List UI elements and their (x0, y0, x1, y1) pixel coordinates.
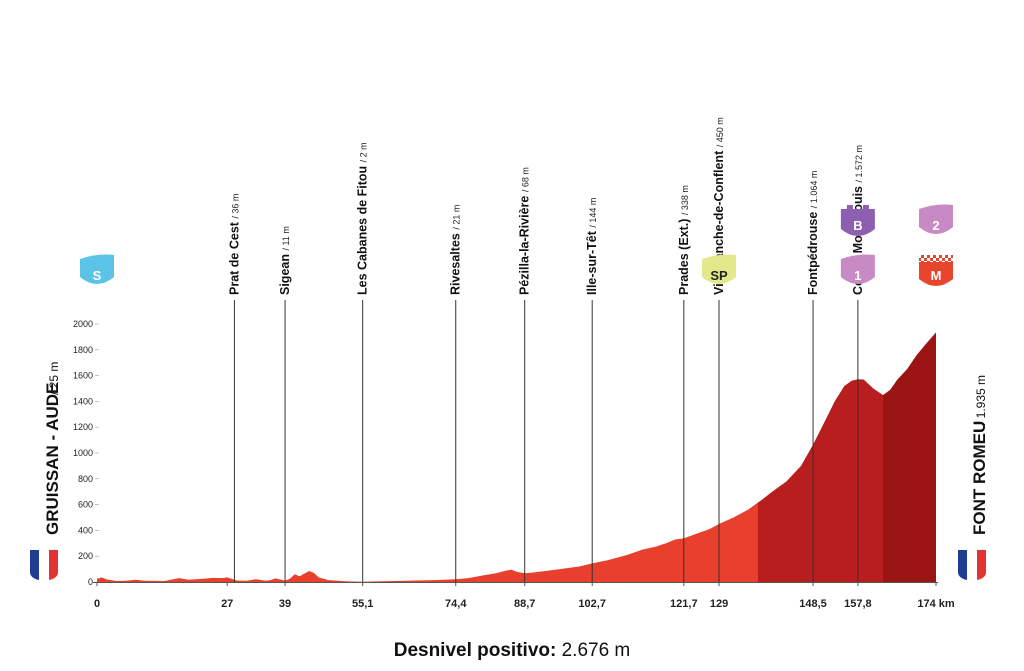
km-label: 74,4 (445, 598, 467, 610)
waypoint-label: Fontpédrouse / 1.064 m (806, 171, 820, 295)
km-label: 88,7 (514, 598, 535, 610)
badge-label: SP (710, 268, 728, 283)
badge-sp: SP (702, 254, 737, 284)
km-label: 148,5 (799, 598, 827, 610)
y-tick-label: 1200 (73, 422, 93, 432)
waypoint-label: Ille-sur-Têt / 144 m (585, 198, 599, 295)
km-label: 0 (94, 598, 100, 610)
y-tick-label: 1000 (73, 448, 93, 458)
waypoint-altitude: / 338 m (680, 185, 690, 215)
km-label: 157,8 (844, 598, 872, 610)
start-name: GRUISSAN - AUDE (43, 383, 62, 535)
waypoint-label: Prades (Ext.) / 338 m (677, 185, 691, 295)
badge-label: S (93, 268, 102, 283)
y-axis: 0 200 400 600 800 1000 1200 1400 1600 1800 2000 (73, 319, 99, 587)
elevation-gain-label: Desnivel positivo: (393, 640, 557, 661)
km-label: 121,7 (670, 598, 698, 610)
badge-m: M (919, 255, 953, 286)
y-tick-label: 2000 (73, 319, 93, 329)
waypoint-label: Rivesaltes / 21 m (449, 205, 463, 295)
waypoint-altitude: / 1.572 m (854, 145, 864, 183)
france-flag-icon (30, 550, 58, 580)
badge-label: 1 (854, 268, 861, 283)
finish-block: FONT ROMEU / 1.935 m (958, 375, 989, 580)
waypoint-altitude: / 36 m (230, 194, 240, 219)
y-tick-label: 800 (78, 474, 93, 484)
waypoint-name: Fontpédrouse (806, 208, 820, 295)
y-tick-label: 400 (78, 525, 93, 535)
y-tick-label: 600 (78, 500, 93, 510)
km-label: 55,1 (352, 598, 373, 610)
finish-altitude: / 1.935 m (974, 375, 988, 425)
waypoint-name: Ille-sur-Têt (585, 228, 599, 295)
badge-label: 2 (932, 218, 939, 233)
profile-zone (97, 332, 758, 582)
y-tick-label: 0 (88, 577, 93, 587)
waypoint-label: Prat de Cest / 36 m (227, 194, 241, 295)
km-label: 174 km (917, 598, 955, 610)
waypoint-name: Rivesaltes (449, 230, 463, 295)
km-label: 102,7 (578, 598, 606, 610)
y-tick-label: 1600 (73, 371, 93, 381)
waypoint-name: Les Cabanes de Fitou (356, 162, 370, 295)
waypoint-altitude: / 21 m (452, 205, 462, 230)
km-axis: 0 27 39 55,1 74,4 88,7 102,7 121,7 129 148,5 157,8… (94, 582, 955, 610)
badge-2: 2 (919, 204, 953, 234)
category-badges: S SP B 1 2 M (80, 204, 953, 286)
france-flag-icon (958, 550, 986, 580)
waypoint-name: Prat de Cest (227, 219, 241, 295)
waypoint-name: Pézilla-la-Rivière (518, 192, 532, 295)
waypoint-name: Prades (Ext.) (677, 215, 691, 295)
profile-zone (757, 332, 883, 582)
badge-label: B (853, 218, 862, 233)
waypoint-altitude: / 2 m (359, 142, 369, 162)
waypoint-label: Les Cabanes de Fitou / 2 m (356, 142, 370, 295)
waypoint-altitude: / 11 m (281, 226, 291, 250)
y-tick-label: 1800 (73, 345, 93, 355)
waypoint-name: Sigean (278, 251, 292, 295)
profile-zones (97, 332, 936, 582)
waypoint-altitude: / 450 m (715, 117, 725, 147)
start-altitude: / 25 m (47, 362, 61, 395)
waypoint-altitude: / 68 m (521, 167, 531, 192)
waypoint-altitude: / 1.064 m (809, 171, 819, 209)
badge-b: B (840, 205, 875, 236)
km-label: 27 (221, 598, 233, 610)
badge-label: M (931, 268, 942, 283)
elevation-gain-summary: Desnivel positivo: 2.676 m (0, 640, 1024, 662)
y-tick-label: 200 (78, 551, 93, 561)
km-label: 129 (710, 598, 728, 610)
badge-s: S (80, 254, 114, 284)
profile-zone (882, 332, 936, 582)
km-label: 39 (279, 598, 291, 610)
waypoint-altitude: / 144 m (588, 198, 598, 228)
elevation-gain-value: 2.676 m (561, 640, 631, 661)
badge-1: 1 (840, 254, 875, 284)
waypoint-label: Sigean / 11 m (278, 226, 292, 295)
y-tick-label: 1400 (73, 396, 93, 406)
finish-name: FONT ROMEU (970, 421, 989, 535)
start-block: GRUISSAN - AUDE / 25 m (30, 362, 62, 580)
waypoint-label: Pézilla-la-Rivière / 68 m (518, 167, 532, 295)
